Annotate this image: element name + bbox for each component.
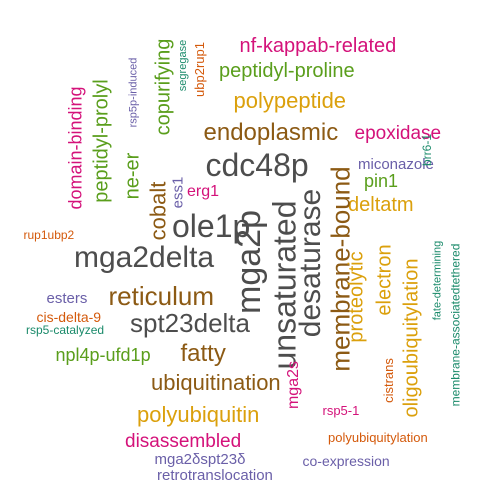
word-7: pin1 bbox=[364, 171, 399, 191]
word-12: reticulum bbox=[108, 281, 214, 311]
word-33: ubp2rup1 bbox=[191, 41, 207, 97]
word-20: retrotranslocation bbox=[157, 466, 273, 484]
word-3: endoplasmic bbox=[203, 119, 339, 146]
word-18: disassembled bbox=[125, 430, 242, 452]
word-21: co-expression bbox=[302, 453, 390, 469]
word-34: ne-er bbox=[120, 152, 143, 200]
word-45: cistrans bbox=[380, 357, 396, 403]
word-28: domain-binding bbox=[65, 86, 86, 210]
word-39: desaturase bbox=[294, 188, 328, 338]
word-41: proteolytic bbox=[345, 251, 368, 343]
word-36: ess1 bbox=[169, 176, 187, 208]
word-42: electron bbox=[373, 244, 396, 316]
word-22: polyubiquitylation bbox=[328, 429, 428, 445]
word-13: spt23delta bbox=[130, 308, 250, 338]
word-19: mga2δspt23δ bbox=[154, 450, 246, 468]
word-2: polypeptide bbox=[233, 88, 347, 113]
word-26: rsp5-catalyzed bbox=[26, 323, 105, 337]
word-47: membrane-associatedtethered bbox=[447, 243, 462, 407]
word-16: ubiquitination bbox=[151, 370, 281, 395]
word-0: nf-kappab-related bbox=[239, 35, 397, 57]
word-43: oligoubiquitylation bbox=[400, 258, 423, 418]
word-11: mga2delta bbox=[74, 241, 215, 274]
word-4: epoxidase bbox=[354, 122, 442, 144]
word-6: miconazole bbox=[358, 155, 434, 173]
word-27: rup1ubp2 bbox=[23, 228, 75, 242]
word-44: brr6-1 bbox=[420, 133, 435, 167]
word-48: mga2s bbox=[285, 360, 303, 410]
word-32: segregase bbox=[176, 39, 189, 91]
word-15: npl4p-ufd1p bbox=[55, 345, 151, 365]
word-5: cdc48p bbox=[205, 147, 309, 183]
word-29: peptidyl-prolyl bbox=[90, 79, 113, 203]
word-1: peptidyl-proline bbox=[219, 60, 355, 82]
word-23: rsp5-1 bbox=[322, 402, 360, 418]
word-35: cobalt bbox=[144, 181, 170, 241]
word-24: esters bbox=[46, 289, 88, 307]
word-9: erg1 bbox=[187, 183, 220, 200]
word-31: copurifying bbox=[151, 38, 174, 136]
word-37: mga2p bbox=[229, 210, 268, 314]
word-17: polyubiquitin bbox=[137, 402, 260, 427]
word-46: fate-determining bbox=[431, 240, 444, 320]
word-14: fatty bbox=[180, 340, 226, 367]
word-25: cis-delta-9 bbox=[36, 309, 102, 325]
word-10: ole1p bbox=[172, 208, 251, 244]
word-30: rsp5p-induced bbox=[127, 57, 140, 127]
word-8: deltatm bbox=[348, 194, 414, 216]
